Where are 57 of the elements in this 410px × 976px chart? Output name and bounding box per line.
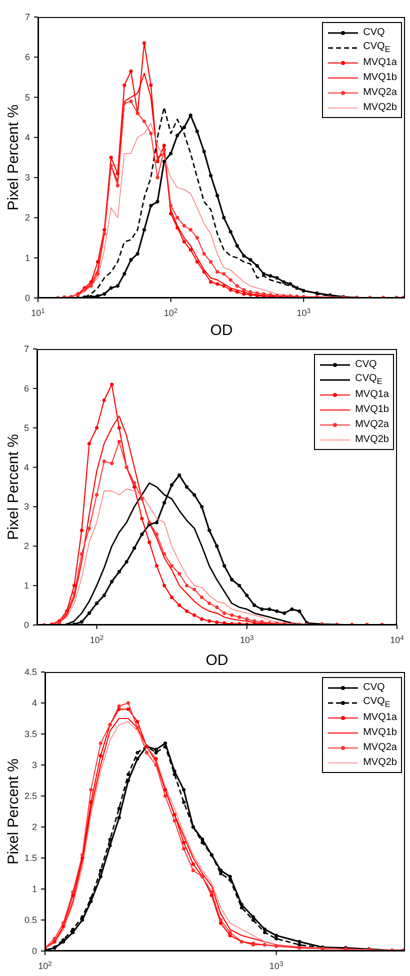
x-tick-label: 10$^{1}$ [31,308,46,318]
legend-label: CVQ [363,26,385,40]
legend-label: CVQ$_{E}$ [355,372,382,388]
x-tick-label: 10$^{4}$ [390,634,404,645]
y-tick-label: 3.5 [24,729,37,739]
legend-label: MVQ2a [355,418,389,432]
y-tick-label: 5 [24,422,29,433]
legend-label: MVQ1b [355,403,389,417]
y-tick-label: 0 [24,620,29,630]
legend-label: MVQ2a [363,86,397,100]
legend-label: MVQ2b [355,433,389,447]
legend-label: MVQ1b [363,71,397,85]
y-tick-label: 0 [24,293,30,303]
x-axis-title: OD [206,652,228,669]
legend-label: MVQ1b [363,726,397,740]
y-axis-title: Pixel Percent % [4,758,22,864]
legend-label: MVQ2b [363,101,397,115]
x-tick-label: 10$^{2}$ [38,960,52,971]
y-axis-title: Pixel Percent % [4,434,22,540]
y-tick-label: 1.5 [24,853,37,863]
x-tick-label: 10$^{3}$ [240,634,254,645]
y-tick-label: 3 [32,760,37,770]
legend-label: MVQ2b [363,756,397,770]
y-tick-label: 7 [24,12,30,22]
y-tick-label: 6 [24,383,29,394]
y-axis-title: Pixel Percent % [4,104,22,210]
legend-label: CVQ [363,681,385,695]
x-axis-title: OD [210,322,233,339]
x-tick-label: 10$^{3}$ [296,308,311,318]
legend-label: MVQ1a [363,711,397,725]
y-tick-label: 0.5 [24,915,37,925]
y-tick-label: 1 [32,884,37,894]
y-tick-label: 4 [24,132,30,142]
y-tick-label: 4 [24,462,29,472]
x-tick-label: 10$^{2}$ [90,634,104,645]
y-tick-label: 1 [24,580,29,591]
legend-label: MVQ1a [363,56,397,70]
y-tick-label: 0 [32,946,37,956]
y-tick-label: 5 [24,92,30,102]
legend-label: MVQ1a [355,388,389,402]
x-tick-label: 10$^{2}$ [164,308,178,318]
y-tick-label: 2 [24,212,30,223]
y-tick-label: 6 [24,52,30,62]
legend-label: CVQ$_{E}$ [363,40,390,56]
y-tick-label: 3 [24,502,29,512]
y-tick-label: 2 [32,822,37,832]
legend-label: CVQ$_{E}$ [363,694,390,710]
y-tick-label: 1 [24,252,30,263]
y-tick-label: 7 [24,344,29,354]
legend-label: CVQ [355,358,377,372]
legend-label: MVQ2a [363,741,397,755]
y-tick-label: 2.5 [24,791,37,801]
y-tick-label: 4.5 [24,667,37,677]
x-tick-label: 10$^{3}$ [269,960,284,971]
y-tick-label: 3 [24,172,30,183]
y-tick-label: 2 [24,541,29,552]
y-tick-label: 4 [32,698,37,708]
